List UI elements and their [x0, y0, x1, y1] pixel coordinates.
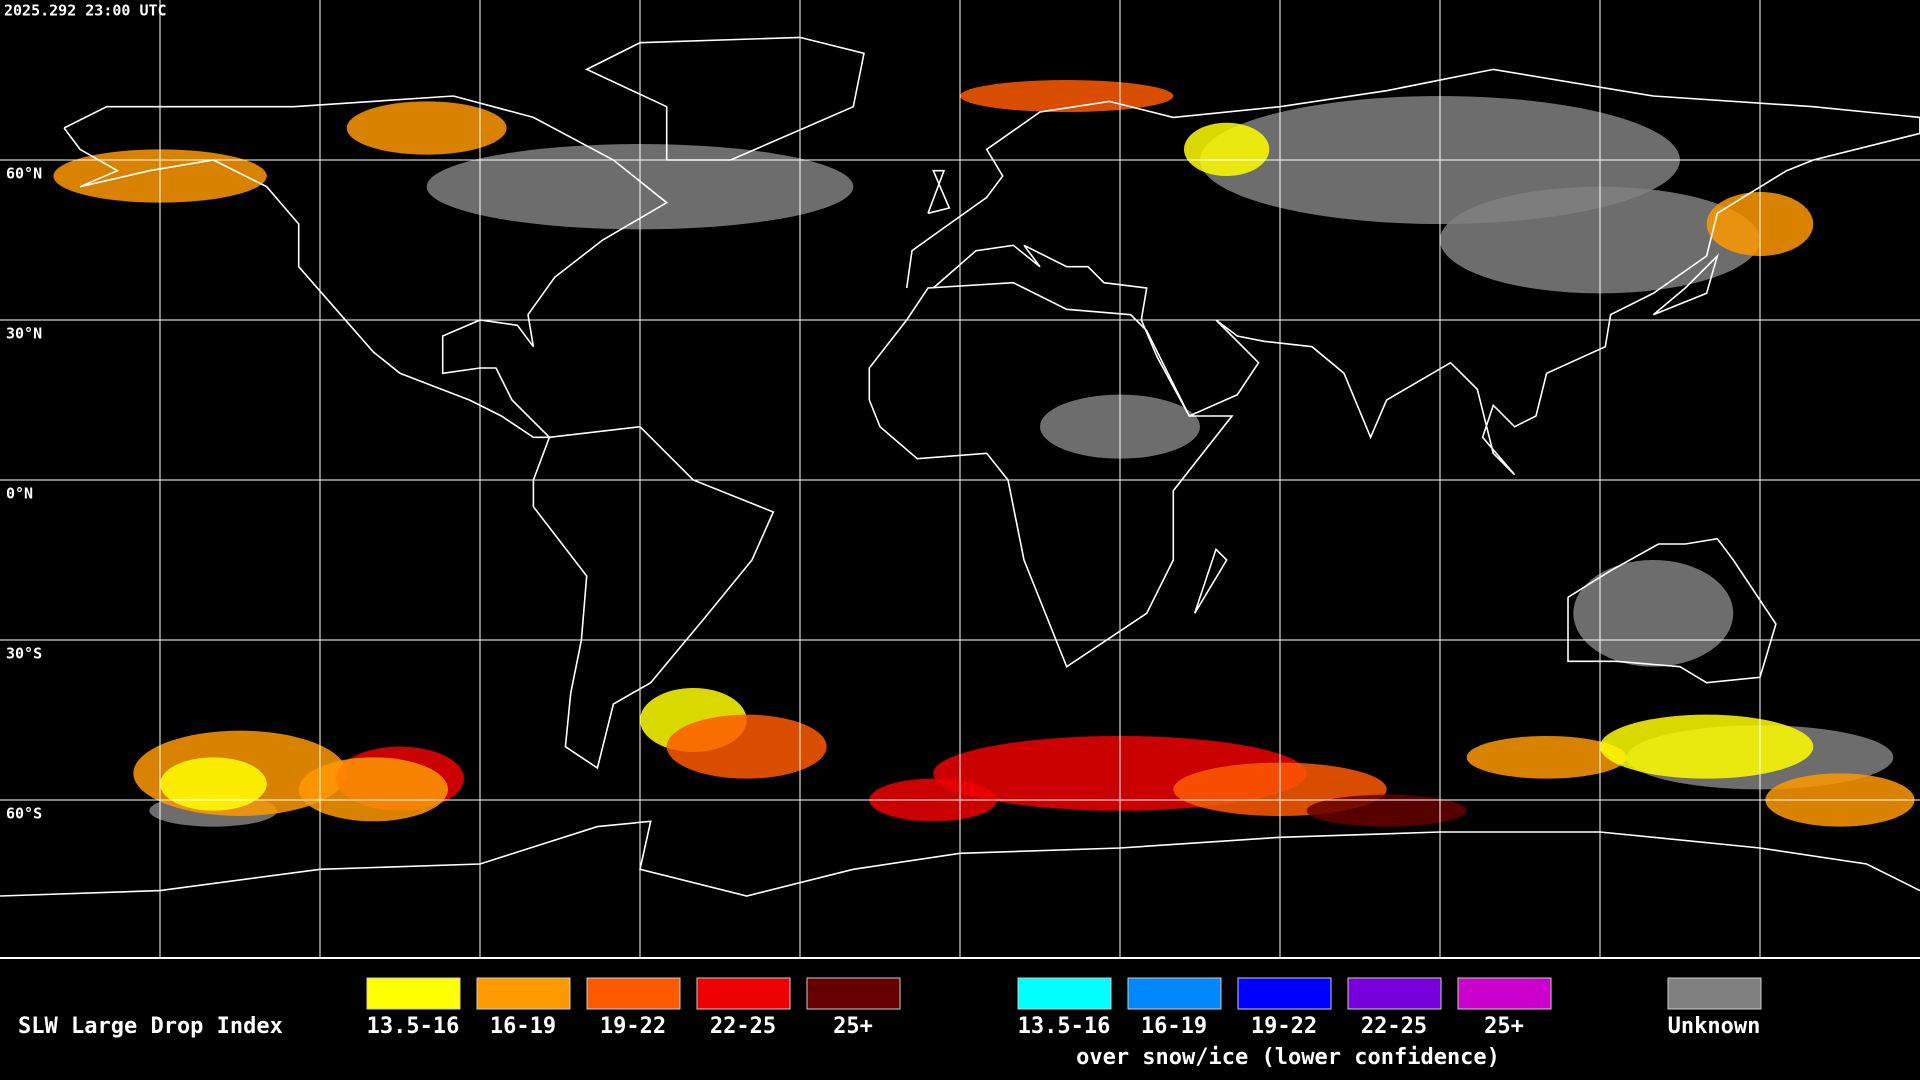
cloud-patch	[346, 101, 507, 155]
legend-swatch	[696, 977, 791, 1010]
legend-swatch	[806, 977, 901, 1010]
latitude-label: 60°N	[6, 165, 42, 183]
coastline	[532, 425, 775, 770]
legend-label: 25+	[1484, 1014, 1524, 1039]
latitude-label: 0°N	[6, 485, 33, 503]
legend-label: 22-25	[710, 1014, 776, 1039]
coastline	[927, 169, 951, 215]
coastline	[868, 281, 1234, 668]
legend-label: 19-22	[600, 1014, 666, 1039]
legend-swatch	[1017, 977, 1112, 1010]
coastline	[63, 95, 669, 439]
legend-swatch	[1347, 977, 1442, 1010]
legend-label: 16-19	[490, 1014, 556, 1039]
legend-swatch	[586, 977, 681, 1010]
coastline	[0, 820, 1920, 897]
coastline	[1567, 537, 1777, 684]
legend-swatch	[1457, 977, 1552, 1010]
legend-caption: over snow/ice (lower confidence)	[1076, 1045, 1500, 1070]
cloud-patch	[666, 714, 827, 779]
coastline	[905, 68, 1920, 476]
cloud-patch	[160, 757, 267, 811]
legend-swatch	[1127, 977, 1222, 1010]
latitude-label: 30°S	[6, 645, 42, 663]
cloud-patch	[1599, 714, 1814, 779]
legend-label: 13.5-16	[1018, 1014, 1111, 1039]
coastline	[1193, 547, 1228, 614]
coastline	[1652, 253, 1719, 316]
legend-label: 16-19	[1141, 1014, 1207, 1039]
timestamp: 2025.292 23:00 UTC	[4, 2, 167, 20]
legend-swatch	[1667, 977, 1762, 1010]
legend-swatch	[1237, 977, 1332, 1010]
cloud-patch	[1466, 735, 1627, 779]
cloud-patch	[298, 757, 449, 822]
legend-label: Unknown	[1668, 1014, 1761, 1039]
legend-title: SLW Large Drop Index	[18, 1014, 283, 1039]
legend-label: 25+	[833, 1014, 873, 1039]
cloud-patch	[1183, 122, 1270, 177]
latitude-label: 30°N	[6, 325, 42, 343]
legend-label: 13.5-16	[367, 1014, 460, 1039]
cloud-patch	[1306, 794, 1467, 827]
legend-label: 22-25	[1361, 1014, 1427, 1039]
legend-label: 19-22	[1251, 1014, 1317, 1039]
graticule	[0, 0, 1920, 958]
legend-swatch	[366, 977, 461, 1010]
latitude-label: 60°S	[6, 805, 42, 823]
cloud-patch	[1573, 559, 1734, 667]
legend-swatch	[476, 977, 571, 1010]
